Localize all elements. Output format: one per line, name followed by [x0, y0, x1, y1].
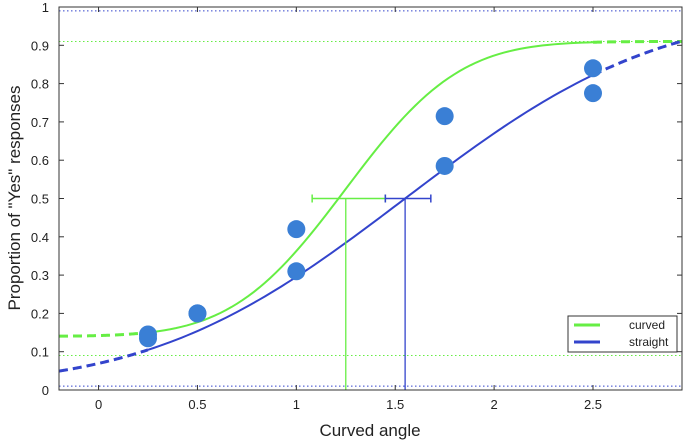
data-point-curved	[435, 107, 454, 126]
y-tick-label: 0.2	[31, 306, 49, 321]
x-axis-ticks: 0 0.5 1 1.5 2 2.5	[95, 7, 602, 412]
y-tick-label: 0.8	[31, 77, 49, 92]
fit-curve-dashed-right-straight	[592, 39, 683, 77]
legend-box	[567, 315, 678, 353]
y-tick-label: 0.6	[31, 153, 49, 168]
fit-curve-straight	[147, 74, 594, 351]
fit-curves	[58, 39, 683, 373]
x-tick-label: 0.5	[188, 397, 206, 412]
data-point-straight	[139, 329, 157, 348]
x-tick-label: 0	[95, 397, 102, 412]
data-points	[139, 59, 602, 348]
y-tick-label: 0	[42, 383, 49, 398]
y-tick-label: 0.9	[31, 38, 49, 53]
y-tick-label: 0.5	[31, 192, 49, 207]
x-axis-label: Curved angle	[319, 421, 420, 440]
y-tick-label: 0.1	[31, 345, 49, 360]
data-point-straight	[287, 262, 306, 281]
data-point-curved	[287, 220, 306, 239]
y-tick-label: 0.7	[31, 115, 49, 130]
y-tick-label: 0.4	[31, 230, 49, 245]
legend-label-curved: curved	[629, 318, 665, 332]
fit-curve-dashed-right-curved	[592, 39, 682, 44]
fit-curve-curved	[147, 41, 594, 334]
data-point-straight	[584, 84, 602, 103]
y-axis-ticks: 0 0.1 0.2 0.3 0.4 0.5 0.6 0.7 0.8 0.9 1	[31, 0, 682, 398]
data-point-straight	[435, 156, 454, 175]
threshold-markers	[311, 194, 432, 390]
legend: curved straight	[567, 315, 678, 353]
data-point-straight	[188, 304, 207, 323]
y-tick-label: 0.3	[31, 268, 49, 283]
data-point-curved	[584, 59, 602, 78]
fit-curve-dashed-left-curved	[58, 331, 149, 338]
fit-curve-dashed-left-straight	[58, 348, 149, 373]
x-tick-label: 2	[490, 397, 497, 412]
legend-label-straight: straight	[629, 335, 669, 349]
y-tick-label: 1	[42, 0, 49, 15]
x-tick-label: 1	[293, 397, 300, 412]
y-axis-label: Proportion of "Yes" responses	[5, 85, 24, 310]
x-tick-label: 2.5	[584, 397, 602, 412]
x-tick-label: 1.5	[386, 397, 404, 412]
